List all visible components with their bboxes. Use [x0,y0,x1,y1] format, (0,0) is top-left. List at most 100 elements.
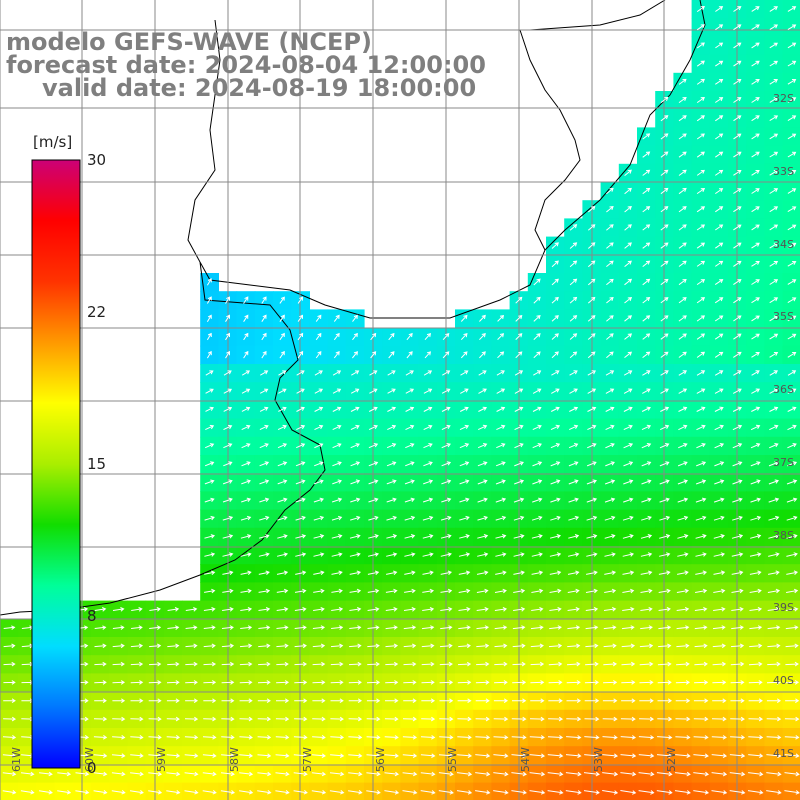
wind-arrow [277,497,288,503]
wind-arrow [586,515,598,521]
wind-arrow [730,698,745,704]
wind-arrow [385,607,398,612]
wind-arrow [314,388,324,394]
wind-arrow [623,424,633,431]
wind-arrow [368,515,379,521]
wind-arrow [294,698,308,704]
wind-arrow [551,388,560,394]
wind-arrow [129,790,144,795]
wind-arrow [696,42,705,49]
wind-arrow [694,625,708,630]
wind-arrow [602,716,618,722]
wind-arrow [696,60,705,67]
wind-arrow [258,534,270,539]
wind-arrow [367,588,380,594]
wind-arrow [751,279,760,285]
wind-arrow [148,661,162,667]
wind-arrow [713,534,725,539]
wind-arrow [549,606,562,612]
wind-arrow [148,735,162,740]
wind-arrow [478,406,488,412]
wind-arrow [785,661,799,667]
wind-arrow [93,753,108,758]
wind-arrow [496,388,506,394]
wind-arrow [460,314,468,322]
wind-arrow [478,388,487,394]
wind-arrow [586,443,597,449]
wind-arrow [311,771,327,777]
wind-arrow [313,479,324,485]
wind-arrow [675,716,691,722]
wind-arrow [351,370,360,376]
wind-arrow [368,406,378,412]
wind-arrow [222,534,234,539]
wind-arrow [769,297,779,304]
wind-arrow [260,370,269,376]
wind-arrow [130,735,144,740]
wind-arrow [259,424,269,431]
wind-arrow [604,552,616,557]
wind-arrow [660,388,669,394]
wind-arrow [529,716,545,722]
wind-arrow [350,461,361,467]
wind-arrow [259,406,269,412]
wind-arrow [223,406,233,412]
wind-arrow [166,716,180,722]
wind-arrow [677,497,689,503]
wind-arrow [786,588,799,594]
colorbar-tick-8: 8 [87,607,97,625]
wind-arrow [587,205,596,213]
wind-arrow [750,443,761,449]
wind-arrow [659,479,670,485]
wind-arrow [659,534,671,539]
wind-arrow [276,661,289,667]
wind-arrow [769,333,779,340]
wind-arrow [512,680,527,685]
wind-arrow [477,461,488,467]
wind-arrow [787,133,797,140]
wind-arrow [660,224,669,231]
wind-arrow [367,643,380,649]
lon-label: 55W [446,747,459,772]
wind-arrow [514,388,524,394]
wind-arrow [366,716,381,722]
wind-arrow [258,570,270,576]
lat-label: 35S [773,310,794,323]
wind-arrow [712,643,726,649]
colorbar [31,159,81,769]
wind-arrow [294,607,307,612]
wind-arrow [529,790,546,795]
wind-arrow [714,424,724,431]
wind-arrow [569,351,578,359]
wind-arrow [275,735,290,740]
wind-arrow [750,534,762,539]
wind-arrow [638,771,655,777]
wind-arrow [297,332,304,341]
wind-arrow [350,406,360,412]
wind-arrow [639,661,654,667]
wind-arrow [751,406,761,412]
wind-arrow [239,716,253,722]
wind-arrow [769,133,779,140]
wind-arrow [239,680,253,685]
wind-arrow [621,643,636,649]
wind-arrow [423,388,433,394]
wind-arrow [276,570,289,576]
wind-arrow [787,315,797,322]
wind-arrow [750,424,761,431]
wind-arrow [606,297,614,304]
wind-arrow [330,753,345,758]
wind-arrow [477,424,488,431]
wind-arrow [130,698,144,704]
wind-arrow [786,570,799,575]
wind-arrow [768,515,780,521]
wind-arrow [403,698,417,704]
wind-arrow [749,606,763,612]
wind-arrow [166,753,181,758]
wind-arrow [532,424,542,431]
wind-arrow [512,661,526,667]
wind-arrow [221,625,234,630]
wind-arrow [624,351,633,358]
wind-arrow [550,424,561,431]
wind-arrow [656,753,673,759]
